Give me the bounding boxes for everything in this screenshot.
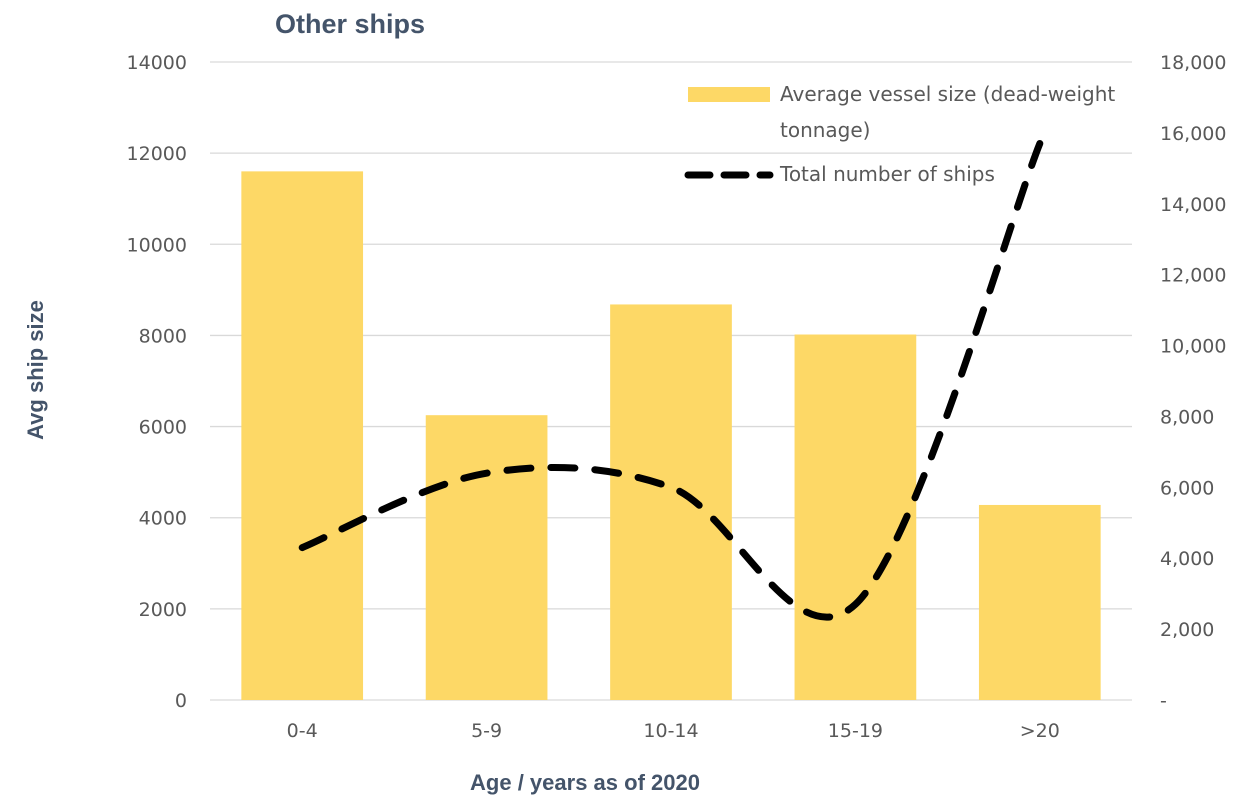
legend-label-bar: Average vessel size (dead-weight tonnage… <box>780 82 1122 142</box>
right-tick-label: - <box>1160 690 1167 712</box>
left-tick-label: 6000 <box>139 417 187 439</box>
legend-swatch-bar <box>688 87 770 102</box>
bar <box>610 304 732 700</box>
legend: Average vessel size (dead-weight tonnage… <box>684 82 1122 186</box>
legend-label-bar-line2: tonnage) <box>780 118 871 142</box>
left-tick-label: 0 <box>175 690 187 712</box>
right-tick-label: 16,000 <box>1160 123 1226 145</box>
legend-label-line: Total number of ships <box>779 162 995 186</box>
right-tick-label: 4,000 <box>1160 548 1214 570</box>
left-tick-label: 8000 <box>139 325 187 347</box>
x-tick-label: 0-4 <box>287 720 318 742</box>
right-tick-label: 2,000 <box>1160 619 1214 641</box>
x-axis: 0-4 5-9 10-14 15-19 >20 <box>287 720 1060 742</box>
x-tick-label: 5-9 <box>471 720 502 742</box>
bar <box>978 504 1101 700</box>
line-series <box>298 140 1044 621</box>
left-axis: 0 2000 4000 6000 8000 10000 12000 14000 <box>127 52 187 712</box>
x-axis-title: Age / years as of 2020 <box>470 770 700 795</box>
left-tick-label: 14000 <box>127 52 187 74</box>
bar <box>794 334 917 700</box>
x-tick-label: 10-14 <box>643 720 698 742</box>
right-tick-label: 10,000 <box>1160 336 1226 358</box>
left-tick-label: 2000 <box>139 599 187 621</box>
bar-series <box>241 171 1101 700</box>
chart-title: Other ships <box>275 9 425 39</box>
x-tick-label: 15-19 <box>828 720 883 742</box>
left-tick-label: 12000 <box>127 143 187 165</box>
right-tick-label: 12,000 <box>1160 265 1226 287</box>
line-path <box>298 140 1044 621</box>
left-tick-label: 4000 <box>139 508 187 530</box>
right-tick-label: 8,000 <box>1160 406 1214 428</box>
legend-label-bar-line1: Average vessel size (dead-weight <box>780 82 1115 106</box>
right-axis: - 2,000 4,000 6,000 8,000 10,000 12,000 14,000 1… <box>1160 52 1226 712</box>
right-tick-label: 6,000 <box>1160 477 1214 499</box>
bar <box>425 415 548 700</box>
right-tick-label: 14,000 <box>1160 194 1226 216</box>
bar <box>241 171 364 700</box>
y-axis-title: Avg ship size <box>23 300 48 440</box>
x-tick-label: >20 <box>1020 720 1060 742</box>
right-tick-label: 18,000 <box>1160 52 1226 74</box>
left-tick-label: 10000 <box>127 234 187 256</box>
